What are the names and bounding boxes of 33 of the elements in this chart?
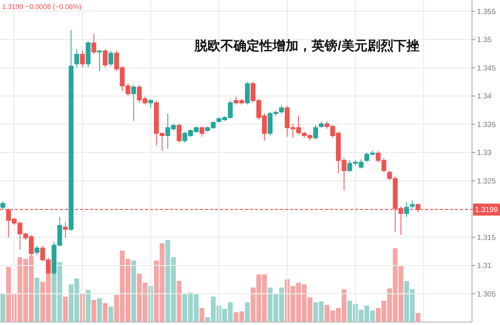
candlestick [97, 50, 102, 72]
text: 脱欧不确定性增加，英镑/美元剧烈下挫 [194, 38, 420, 53]
candlestick [80, 50, 85, 68]
candlestick [34, 245, 40, 256]
bar [176, 281, 182, 322]
bar [91, 300, 96, 322]
candlestick [318, 121, 324, 128]
candlestick [176, 123, 182, 144]
bar [86, 290, 91, 322]
bar [131, 260, 136, 322]
candlestick [404, 202, 409, 218]
candlestick [102, 48, 108, 68]
bar [34, 278, 40, 322]
candlestick [410, 200, 415, 209]
bar [244, 302, 250, 322]
candlestick [244, 82, 250, 105]
bar [102, 303, 108, 322]
bar [63, 296, 68, 322]
candlestick [74, 48, 80, 68]
candlestick [108, 50, 114, 66]
candlestick [199, 126, 204, 138]
candlestick [148, 98, 154, 108]
bar [108, 306, 114, 322]
candlestick [86, 40, 91, 68]
candlestick [131, 84, 136, 122]
candlestick [91, 33, 96, 55]
candlestick [0, 200, 6, 210]
candlestick [68, 30, 74, 232]
bar [97, 298, 102, 322]
bar [416, 312, 420, 322]
candlestick [313, 124, 318, 140]
candlestick [63, 222, 68, 238]
bar [199, 308, 204, 322]
